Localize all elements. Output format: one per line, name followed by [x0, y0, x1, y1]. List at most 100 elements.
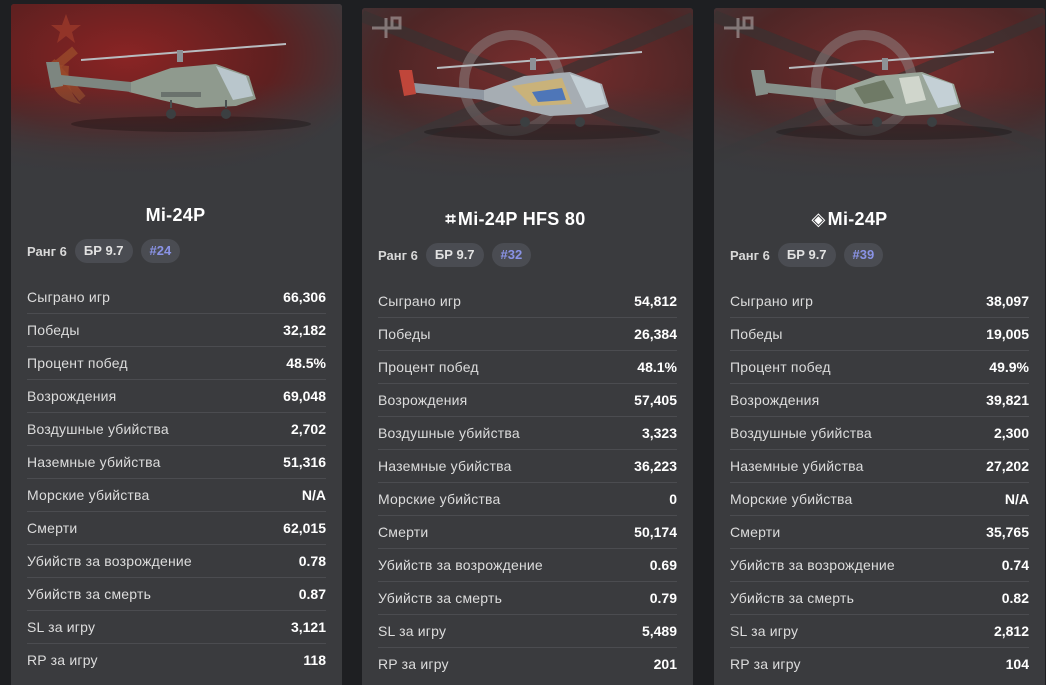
- stat-row-sl-per-game: SL за игру 2,812: [730, 615, 1029, 648]
- stat-value: 36,223: [634, 458, 677, 474]
- stat-row-kills-per-spawn: Убийств за возрождение 0.69: [378, 549, 677, 582]
- stat-label: Убийств за возрождение: [730, 557, 895, 573]
- vehicle-badges: Ранг 6 БР 9.7 #24: [27, 239, 181, 263]
- stat-row-naval-kills: Морские убийства N/A: [730, 483, 1029, 516]
- stat-row-deaths: Смерти 50,174: [378, 516, 677, 549]
- vehicle-card-mi-24p[interactable]: Mi-24P Ранг 6 БР 9.7 #24 Сыграно игр 66,3…: [11, 4, 342, 685]
- stat-label: SL за игру: [378, 623, 447, 639]
- position-badge: #24: [140, 239, 181, 263]
- helicopter-icon: [399, 51, 660, 140]
- stat-row-kills-per-death: Убийств за смерть 0.87: [27, 578, 326, 611]
- vehicle-image: [362, 8, 693, 183]
- stat-label: Наземные убийства: [730, 458, 864, 474]
- stat-label: Сыграно игр: [378, 293, 462, 309]
- stat-label: Морские убийства: [730, 491, 853, 507]
- stat-row-sl-per-game: SL за игру 3,121: [27, 611, 326, 644]
- stat-label: Процент побед: [378, 359, 479, 375]
- rank-label: Ранг 6: [730, 247, 770, 263]
- stat-label: RP за игру: [378, 656, 449, 672]
- stat-value: 2,812: [993, 623, 1029, 639]
- stat-row-spawns: Возрождения 69,048: [27, 380, 326, 413]
- stat-label: Убийств за смерть: [378, 590, 503, 606]
- helicopter-icon: [46, 43, 311, 132]
- stat-label: Сыграно игр: [730, 293, 814, 309]
- stat-row-games: Сыграно игр 66,306: [27, 281, 326, 314]
- stat-label: Воздушные убийства: [27, 421, 169, 437]
- vehicle-card-mi-24p-premium[interactable]: ◈ Mi-24P Ранг 6 БР 9.7 #39 Сыграно игр 38,…: [714, 8, 1045, 685]
- stat-value: 201: [653, 656, 677, 672]
- vehicle-title: ◈ Mi-24P: [714, 209, 1015, 230]
- stats-table: Сыграно игр 54,812 Победы 26,384 Процент п…: [378, 285, 677, 680]
- stat-row-naval-kills: Морские убийства N/A: [27, 479, 326, 512]
- stat-row-sl-per-game: SL за игру 5,489: [378, 615, 677, 648]
- stat-label: Морские убийства: [27, 487, 150, 503]
- stat-row-air-kills: Воздушные убийства 2,702: [27, 413, 326, 446]
- squadron-vehicle-icon: ⌗: [445, 209, 456, 229]
- stat-label: Смерти: [378, 524, 429, 540]
- stat-value: 51,316: [283, 454, 326, 470]
- stat-value: 49.9%: [989, 359, 1029, 375]
- stat-row-wins: Победы 32,182: [27, 314, 326, 347]
- stat-value: 66,306: [283, 289, 326, 305]
- stat-row-ground-kills: Наземные убийства 36,223: [378, 450, 677, 483]
- vehicle-title: Mi-24P: [11, 205, 340, 226]
- vehicle-name: Mi-24P: [145, 205, 206, 225]
- stat-label: Смерти: [730, 524, 781, 540]
- stat-label: Возрождения: [27, 388, 117, 404]
- stat-row-rp-per-game: RP за игру 201: [378, 648, 677, 680]
- stat-value: 69,048: [283, 388, 326, 404]
- stat-value: 0.82: [1001, 590, 1029, 606]
- stat-label: RP за игру: [730, 656, 801, 672]
- stat-label: Наземные убийства: [27, 454, 161, 470]
- stat-label: Убийств за возрождение: [378, 557, 543, 573]
- stats-table: Сыграно игр 38,097 Победы 19,005 Процент п…: [730, 285, 1029, 680]
- stats-table: Сыграно игр 66,306 Победы 32,182 Процент п…: [27, 281, 326, 676]
- stat-value: 27,202: [986, 458, 1029, 474]
- stat-label: SL за игру: [27, 619, 96, 635]
- stat-row-games: Сыграно игр 54,812: [378, 285, 677, 318]
- stat-label: Возрождения: [378, 392, 468, 408]
- stat-value: 50,174: [634, 524, 677, 540]
- stat-label: Убийств за возрождение: [27, 553, 192, 569]
- stat-value: 104: [1005, 656, 1029, 672]
- stat-label: Наземные убийства: [378, 458, 512, 474]
- stat-value: 0.78: [298, 553, 326, 569]
- stat-value: 62,015: [283, 520, 326, 536]
- stat-label: Процент побед: [27, 355, 128, 371]
- stat-value: 35,765: [986, 524, 1029, 540]
- stat-value: 0.87: [298, 586, 326, 602]
- stat-value: 26,384: [634, 326, 677, 342]
- vehicle-image: [11, 4, 342, 179]
- position-badge: #39: [843, 243, 884, 267]
- br-badge: БР 9.7: [425, 243, 484, 267]
- stat-value: 0: [669, 491, 677, 507]
- stat-value: 0.74: [1001, 557, 1029, 573]
- position-badge: #32: [491, 243, 532, 267]
- stat-label: Убийств за смерть: [27, 586, 152, 602]
- vehicle-card-mi-24p-hfs-80[interactable]: ⌗ Mi-24P HFS 80 Ранг 6 БР 9.7 #32 Сыграно…: [362, 8, 693, 685]
- stat-row-rp-per-game: RP за игру 104: [730, 648, 1029, 680]
- stat-value: 39,821: [986, 392, 1029, 408]
- stat-label: Победы: [27, 322, 80, 338]
- stat-row-kills-per-death: Убийств за смерть 0.79: [378, 582, 677, 615]
- stat-value: 48.1%: [637, 359, 677, 375]
- stat-label: Победы: [730, 326, 783, 342]
- br-badge: БР 9.7: [74, 239, 133, 263]
- stat-value: 19,005: [986, 326, 1029, 342]
- vehicle-badges: Ранг 6 БР 9.7 #39: [730, 243, 884, 267]
- stat-value: 48.5%: [286, 355, 326, 371]
- stat-value: 57,405: [634, 392, 677, 408]
- stat-value: 54,812: [634, 293, 677, 309]
- stat-row-spawns: Возрождения 39,821: [730, 384, 1029, 417]
- stat-row-games: Сыграно игр 38,097: [730, 285, 1029, 318]
- rank-label: Ранг 6: [27, 243, 67, 259]
- vehicle-image: [714, 8, 1045, 183]
- stat-row-wins: Победы 26,384: [378, 318, 677, 351]
- stat-label: Воздушные убийства: [730, 425, 872, 441]
- stat-label: Смерти: [27, 520, 78, 536]
- stat-row-ground-kills: Наземные убийства 51,316: [27, 446, 326, 479]
- stat-value: 0.69: [649, 557, 677, 573]
- stat-row-wins: Победы 19,005: [730, 318, 1029, 351]
- helicopter-icon: [751, 51, 1012, 140]
- stat-value: 2,702: [290, 421, 326, 437]
